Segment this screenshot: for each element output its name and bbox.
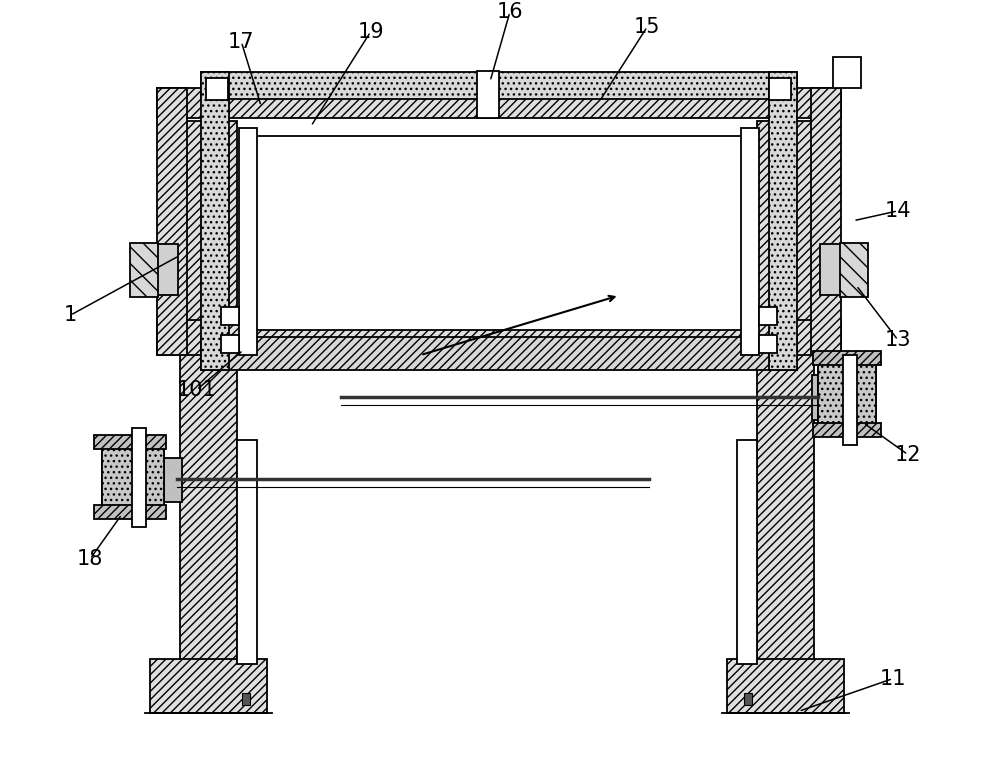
Text: 19: 19 bbox=[357, 22, 384, 41]
Text: 16: 16 bbox=[497, 2, 523, 22]
Bar bbox=[769, 78, 791, 100]
Text: 12: 12 bbox=[895, 445, 921, 464]
Bar bbox=[150, 659, 267, 713]
Bar bbox=[812, 375, 834, 420]
Bar bbox=[201, 337, 797, 370]
Bar bbox=[744, 694, 752, 705]
Bar bbox=[813, 423, 881, 437]
Bar bbox=[237, 440, 257, 663]
Bar bbox=[813, 351, 881, 365]
Bar bbox=[157, 88, 187, 355]
Bar bbox=[102, 442, 164, 514]
Bar bbox=[833, 56, 861, 88]
Bar bbox=[180, 121, 237, 663]
Bar bbox=[242, 694, 250, 705]
Text: 18: 18 bbox=[77, 549, 103, 569]
Text: 101: 101 bbox=[177, 380, 216, 400]
Bar bbox=[201, 71, 229, 370]
Bar bbox=[256, 136, 742, 330]
Bar bbox=[737, 440, 757, 663]
Bar bbox=[759, 308, 777, 325]
Bar bbox=[132, 428, 146, 527]
Bar bbox=[94, 435, 166, 449]
Bar bbox=[130, 243, 158, 298]
Bar bbox=[741, 128, 759, 355]
Bar bbox=[221, 335, 239, 353]
Text: 17: 17 bbox=[228, 31, 255, 52]
Bar bbox=[843, 355, 857, 445]
Bar bbox=[94, 505, 166, 519]
Bar bbox=[757, 121, 814, 663]
Bar bbox=[150, 244, 178, 295]
Text: 11: 11 bbox=[880, 669, 906, 688]
Bar bbox=[477, 70, 499, 118]
Bar bbox=[160, 457, 182, 503]
Bar bbox=[221, 308, 239, 325]
Bar bbox=[811, 88, 841, 355]
Bar bbox=[157, 320, 841, 355]
Bar bbox=[239, 128, 257, 355]
Bar bbox=[818, 361, 876, 433]
Bar bbox=[206, 78, 228, 100]
Bar bbox=[102, 442, 164, 514]
Text: 13: 13 bbox=[885, 330, 911, 350]
Bar bbox=[769, 71, 797, 370]
Text: 1: 1 bbox=[63, 305, 77, 325]
Bar bbox=[820, 244, 848, 295]
Text: 14: 14 bbox=[885, 200, 911, 221]
Bar bbox=[201, 71, 797, 99]
Bar bbox=[727, 659, 844, 713]
Bar bbox=[840, 243, 868, 298]
Bar bbox=[818, 361, 876, 433]
Bar bbox=[157, 88, 841, 118]
Bar bbox=[759, 335, 777, 353]
Text: 15: 15 bbox=[634, 16, 661, 37]
